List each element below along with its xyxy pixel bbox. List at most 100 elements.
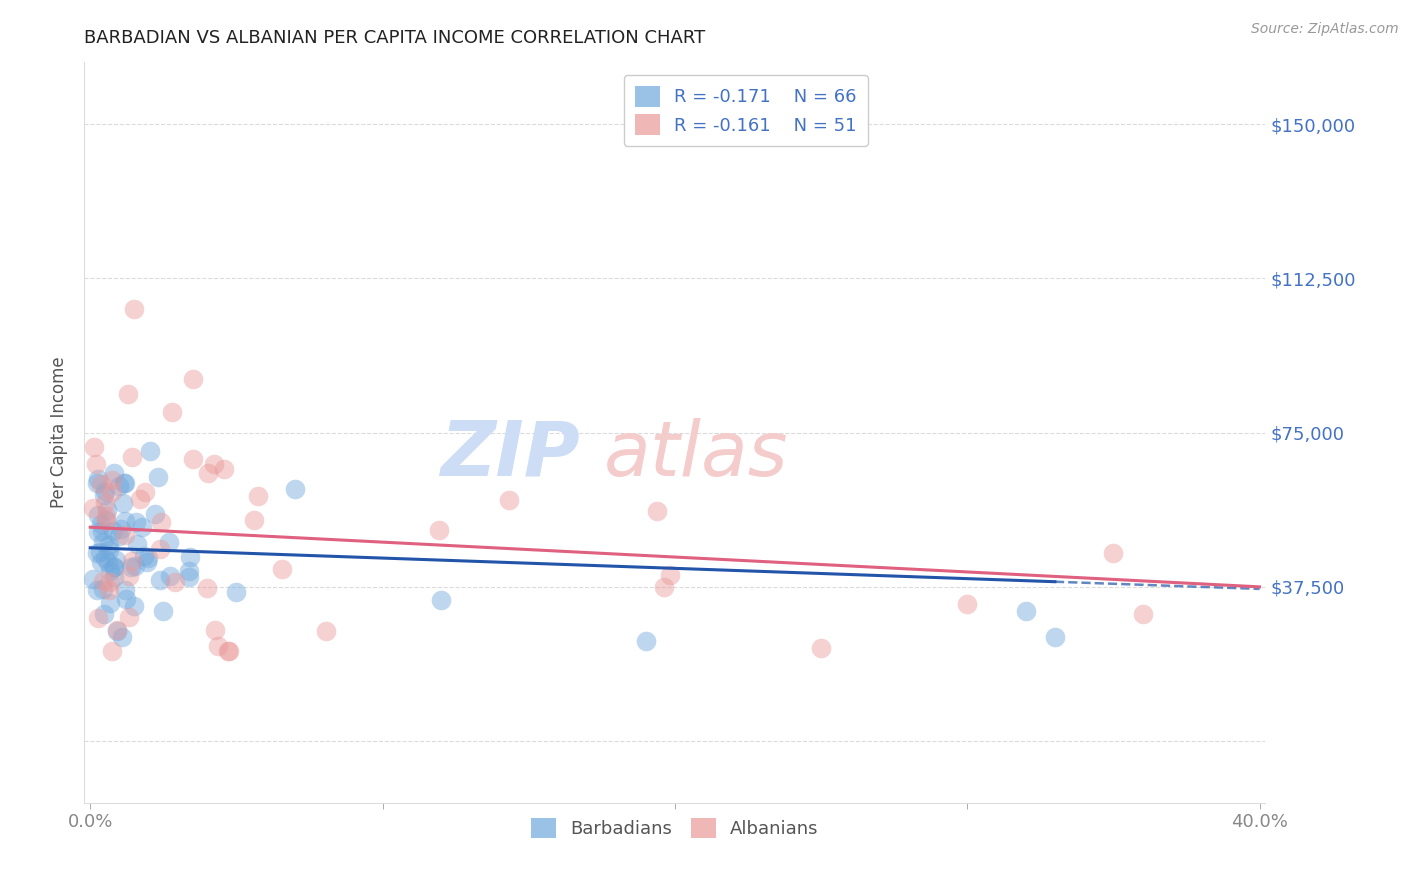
Point	[1043, 630, 1066, 644]
Point	[86, 546, 108, 560]
Point	[217, 643, 239, 657]
Point	[90, 477, 112, 491]
Point	[103, 560, 125, 574]
Point	[118, 568, 141, 582]
Point	[197, 466, 219, 480]
Point	[1132, 607, 1154, 621]
Point	[94, 496, 117, 510]
Point	[91, 582, 114, 597]
Point	[115, 591, 138, 606]
Text: Source: ZipAtlas.com: Source: ZipAtlas.com	[1251, 22, 1399, 37]
Y-axis label: Per Capita Income: Per Capita Income	[51, 357, 69, 508]
Point	[82, 572, 104, 586]
Point	[159, 569, 181, 583]
Point	[107, 623, 129, 637]
Point	[114, 583, 136, 598]
Point	[149, 541, 172, 556]
Point	[111, 630, 134, 644]
Point	[87, 508, 110, 523]
Point	[125, 537, 148, 551]
Point	[122, 302, 145, 317]
Point	[86, 476, 108, 491]
Point	[108, 528, 131, 542]
Point	[218, 643, 240, 657]
Point	[93, 488, 115, 502]
Point	[94, 551, 117, 566]
Point	[94, 513, 117, 527]
Point	[91, 535, 114, 549]
Point	[143, 507, 166, 521]
Point	[98, 575, 121, 590]
Point	[810, 641, 832, 656]
Point	[177, 570, 200, 584]
Text: BARBADIAN VS ALBANIAN PER CAPITA INCOME CORRELATION CHART: BARBADIAN VS ALBANIAN PER CAPITA INCOME …	[84, 29, 706, 47]
Point	[82, 500, 104, 515]
Point	[645, 504, 668, 518]
Point	[659, 568, 682, 582]
Point	[98, 564, 121, 578]
Point	[89, 545, 111, 559]
Point	[181, 451, 204, 466]
Point	[112, 496, 135, 510]
Point	[136, 555, 159, 569]
Point	[498, 493, 520, 508]
Point	[956, 597, 979, 611]
Point	[93, 607, 115, 622]
Point	[124, 599, 146, 614]
Point	[98, 543, 121, 558]
Point	[105, 624, 128, 638]
Point	[134, 485, 156, 500]
Point	[146, 469, 169, 483]
Point	[86, 583, 108, 598]
Point	[114, 528, 136, 542]
Point	[101, 643, 124, 657]
Point	[150, 515, 173, 529]
Text: ZIP: ZIP	[440, 417, 581, 491]
Point	[270, 561, 292, 575]
Point	[87, 472, 110, 486]
Point	[101, 474, 124, 488]
Point	[136, 550, 159, 565]
Point	[243, 513, 266, 527]
Point	[132, 549, 155, 563]
Point	[160, 405, 183, 419]
Point	[129, 491, 152, 506]
Point	[1102, 546, 1125, 560]
Point	[138, 444, 160, 458]
Point	[315, 624, 337, 638]
Point	[204, 457, 226, 471]
Point	[90, 524, 112, 539]
Legend: Barbadians, Albanians: Barbadians, Albanians	[523, 810, 827, 846]
Point	[97, 555, 120, 569]
Point	[120, 560, 142, 574]
Point	[179, 564, 201, 578]
Point	[103, 559, 125, 574]
Point	[121, 450, 143, 464]
Point	[212, 462, 235, 476]
Point	[94, 508, 117, 523]
Point	[165, 574, 187, 589]
Point	[149, 574, 172, 588]
Point	[101, 524, 124, 539]
Point	[117, 387, 139, 401]
Point	[152, 604, 174, 618]
Point	[114, 514, 136, 528]
Point	[90, 556, 112, 570]
Point	[124, 515, 146, 529]
Point	[284, 482, 307, 496]
Point	[225, 584, 247, 599]
Point	[121, 554, 143, 568]
Point	[101, 484, 124, 499]
Point	[429, 523, 451, 537]
Point	[118, 610, 141, 624]
Point	[634, 633, 657, 648]
Point	[195, 581, 218, 595]
Point	[179, 549, 201, 564]
Point	[98, 583, 121, 598]
Point	[83, 440, 105, 454]
Point	[90, 516, 112, 531]
Point	[204, 623, 226, 637]
Text: atlas: atlas	[605, 417, 789, 491]
Point	[112, 476, 135, 491]
Point	[98, 596, 121, 610]
